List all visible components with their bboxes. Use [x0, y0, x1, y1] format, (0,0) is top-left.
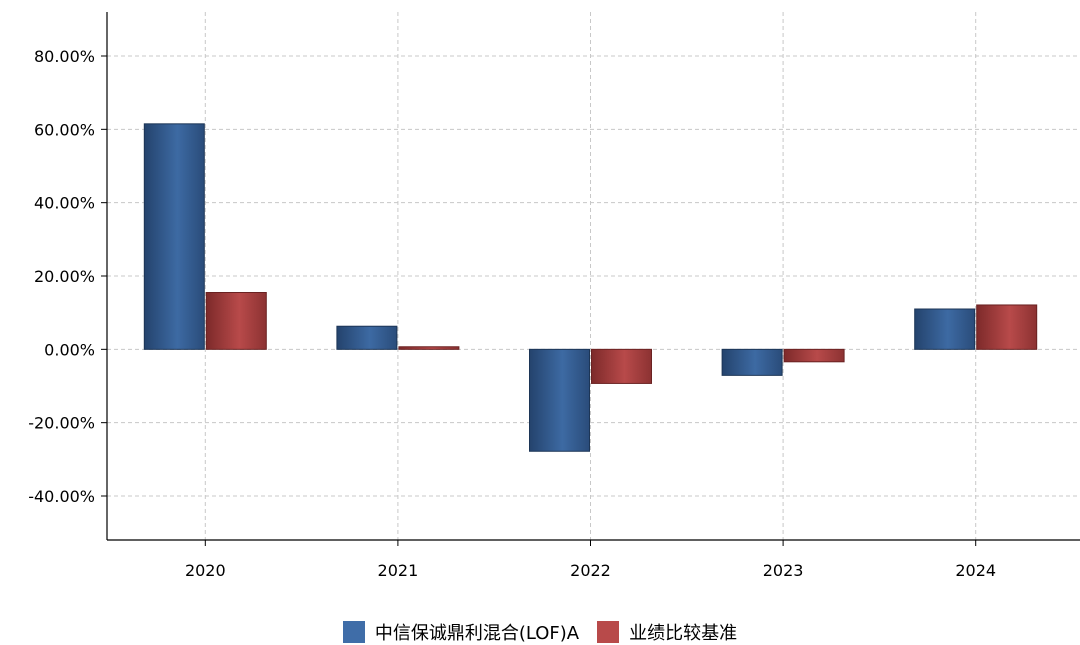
- fund-bar-2023: [721, 348, 783, 376]
- fund-bar-2020: [143, 123, 205, 350]
- y-tick-label: 80.00%: [34, 47, 95, 66]
- fund-bar-2024: [914, 308, 976, 350]
- grid: [107, 12, 1080, 540]
- legend-swatch-fund: [342, 621, 365, 643]
- fund-bar-2022: [529, 348, 590, 452]
- axes: [101, 12, 1080, 546]
- legend-item-benchmark: 业绩比较基准: [597, 619, 737, 645]
- x-tick-label: 2020: [185, 561, 226, 580]
- legend-swatch-benchmark: [597, 621, 620, 643]
- benchmark-bar-2020: [205, 292, 267, 350]
- bar-chart: 80.00% 60.00% 40.00% 20.00% 0.00% -20.00% -40.…: [28, 12, 1080, 580]
- x-tick-label: 2022: [570, 561, 611, 580]
- y-tick-label: -40.00%: [28, 487, 95, 506]
- benchmark-bar-2023: [783, 348, 845, 363]
- y-tick-label: 20.00%: [34, 267, 95, 286]
- x-tick-label: 2021: [378, 561, 419, 580]
- benchmark-bar-2022: [591, 348, 652, 384]
- benchmark-bar-2024: [976, 304, 1038, 350]
- y-tick-label: 0.00%: [44, 340, 95, 359]
- y-tick-label: -20.00%: [28, 414, 95, 433]
- legend-label-fund: 中信保诚鼎利混合(LOF)A: [374, 623, 580, 644]
- y-tick-label: 60.00%: [34, 120, 95, 139]
- x-tick-label: 2023: [763, 561, 804, 580]
- x-tick-label: 2024: [955, 561, 996, 580]
- fund-bar-2021: [336, 325, 398, 350]
- benchmark-bar-2021: [398, 346, 460, 350]
- tick-labels: 80.00% 60.00% 40.00% 20.00% 0.00% -20.00% -40.…: [28, 47, 996, 580]
- bars: [143, 123, 1038, 452]
- legend: 中信保诚鼎利混合(LOF)A 业绩比较基准: [0, 620, 1080, 644]
- legend-label-benchmark: 业绩比较基准: [629, 623, 738, 644]
- y-tick-label: 40.00%: [34, 194, 95, 213]
- legend-item-fund: 中信保诚鼎利混合(LOF)A: [342, 619, 580, 645]
